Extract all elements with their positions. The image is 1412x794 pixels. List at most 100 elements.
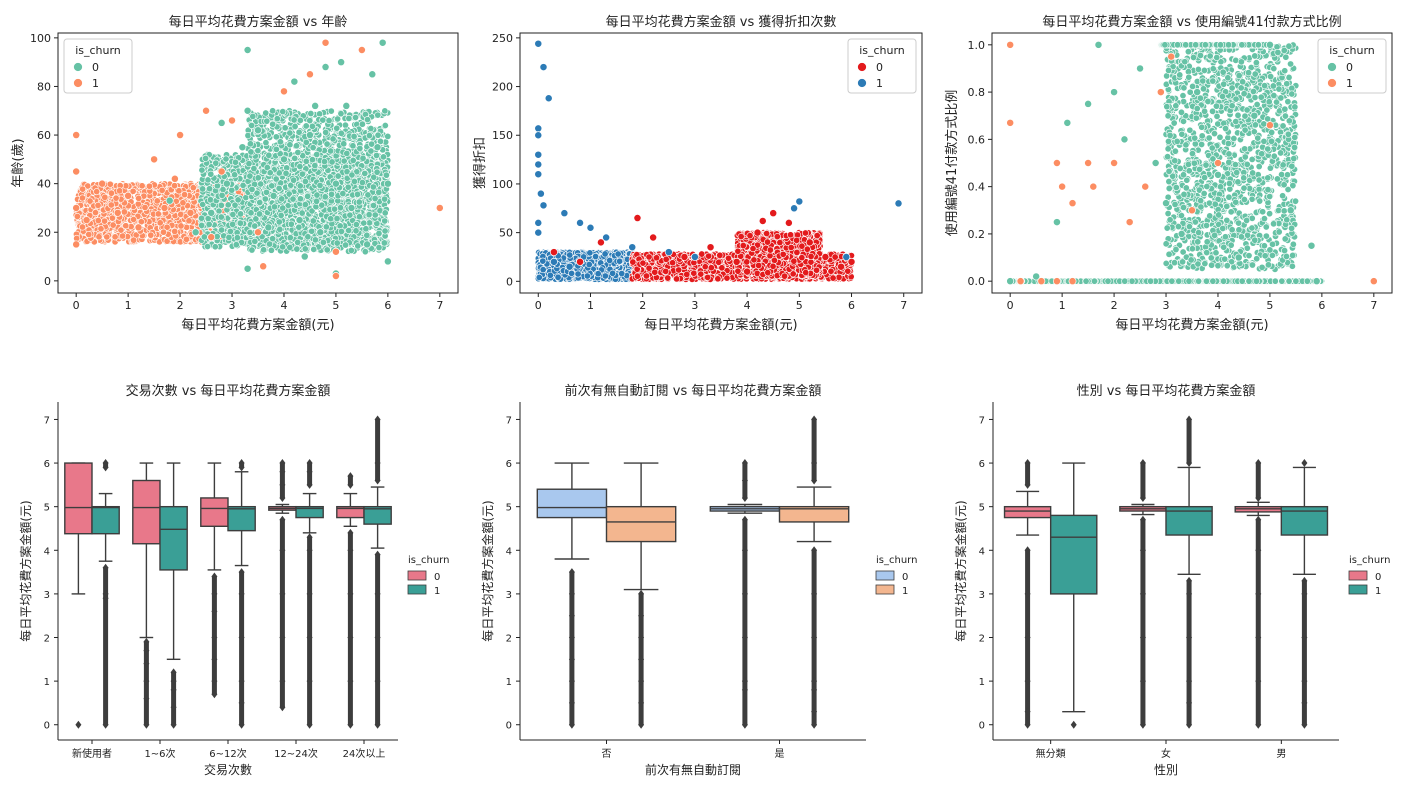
- x-axis-label: 每日平均花費方案金額(元): [644, 317, 797, 333]
- scatter-point: [278, 195, 286, 203]
- scatter-point: [364, 191, 372, 199]
- legend-label: 0: [92, 61, 99, 74]
- scatter-point: [212, 159, 220, 167]
- scatter-point: [340, 140, 348, 148]
- scatter-point: [355, 213, 363, 221]
- x-tick-label: 3: [229, 299, 236, 312]
- scatter-point: [98, 179, 107, 188]
- scatter-point: [290, 116, 298, 124]
- scatter-point: [362, 225, 370, 233]
- scatter-point: [229, 211, 237, 219]
- scatter-point: [325, 117, 333, 125]
- scatter-point: [207, 208, 216, 217]
- scatter-point: [381, 209, 389, 217]
- y-tick-label: 20: [37, 226, 51, 239]
- scatter-point: [375, 244, 383, 252]
- scatter-point: [371, 211, 379, 219]
- x-tick-label: 7: [436, 299, 443, 312]
- scatter-point: [286, 234, 294, 242]
- scatter-point: [94, 201, 102, 209]
- scatter-point: [93, 188, 101, 196]
- scatter-point: [357, 46, 366, 54]
- scatter-point: [271, 203, 279, 211]
- x-tick-label: 0: [535, 299, 542, 312]
- scatter-point: [116, 187, 124, 195]
- scatter-point: [231, 171, 239, 179]
- scatter-point: [113, 208, 122, 217]
- points-layer: [72, 38, 444, 280]
- scatter-point: [243, 46, 252, 54]
- scatter-point: [186, 208, 195, 217]
- scatter-point: [331, 272, 340, 280]
- scatter-point: [256, 199, 264, 207]
- scatter-point: [292, 142, 300, 150]
- scatter-point: [316, 181, 324, 189]
- scatter-point: [365, 211, 373, 219]
- scatter-point: [85, 230, 93, 238]
- scatter-point: [248, 246, 256, 254]
- scatter-point: [287, 220, 295, 228]
- scatter-point: [279, 204, 287, 212]
- scatter-point: [103, 233, 111, 241]
- scatter-point: [160, 204, 169, 212]
- scatter-point: [245, 160, 253, 168]
- scatter-point: [329, 135, 337, 143]
- scatter-point: [279, 108, 287, 116]
- legend-marker: [73, 78, 83, 88]
- scatter-point: [347, 246, 355, 254]
- x-tick-label: 5: [796, 299, 803, 312]
- scatter-point: [286, 243, 294, 251]
- scatter-point: [293, 245, 301, 253]
- scatter-point: [316, 110, 324, 118]
- scatter-point: [341, 121, 349, 129]
- scatter-point: [207, 233, 216, 242]
- scatter-point: [112, 194, 120, 202]
- scatter-point: [327, 107, 335, 115]
- scatter-point: [232, 241, 240, 249]
- scatter-point: [226, 227, 234, 235]
- scatter-point: [373, 168, 381, 176]
- x-tick-label: 5: [332, 299, 339, 312]
- scatter-point: [367, 125, 375, 133]
- scatter-point: [298, 170, 306, 178]
- scatter-point: [300, 252, 309, 261]
- scatter-point: [183, 223, 191, 231]
- scatter-point: [261, 195, 269, 203]
- scatter-point: [238, 143, 247, 152]
- scatter-point: [305, 70, 314, 79]
- scatter-point: [141, 203, 149, 211]
- scatter-point: [280, 87, 288, 96]
- scatter-point: [78, 223, 86, 231]
- scatter-point: [290, 77, 299, 86]
- scatter-point: [269, 235, 277, 243]
- scatter-point: [250, 165, 258, 173]
- scatter-point: [176, 131, 185, 140]
- scatter-point: [269, 191, 278, 200]
- scatter-point: [170, 174, 179, 183]
- scatter-point: [106, 180, 114, 188]
- scatter-point: [254, 126, 262, 135]
- scatter-point: [153, 197, 161, 205]
- scatter-point: [306, 117, 314, 125]
- scatter-point: [231, 158, 239, 166]
- scatter-point: [370, 201, 378, 209]
- scatter-point: [156, 219, 164, 227]
- scatter-point: [333, 124, 341, 132]
- scatter-point: [296, 116, 304, 124]
- scatter-point: [247, 209, 255, 217]
- scatter-point: [356, 144, 364, 152]
- scatter-point: [267, 246, 275, 254]
- scatter-point: [337, 58, 346, 67]
- scatter-point: [327, 147, 335, 155]
- scatter-point: [181, 191, 189, 199]
- scatter-point: [277, 211, 285, 219]
- scatter-point: [323, 140, 331, 148]
- x-tick-label: 2: [639, 299, 646, 312]
- scatter-point: [302, 157, 310, 165]
- scatter-point: [349, 156, 357, 164]
- scatter-point: [346, 211, 354, 219]
- scatter-point: [78, 194, 86, 202]
- y-tick-label: 60: [37, 129, 51, 142]
